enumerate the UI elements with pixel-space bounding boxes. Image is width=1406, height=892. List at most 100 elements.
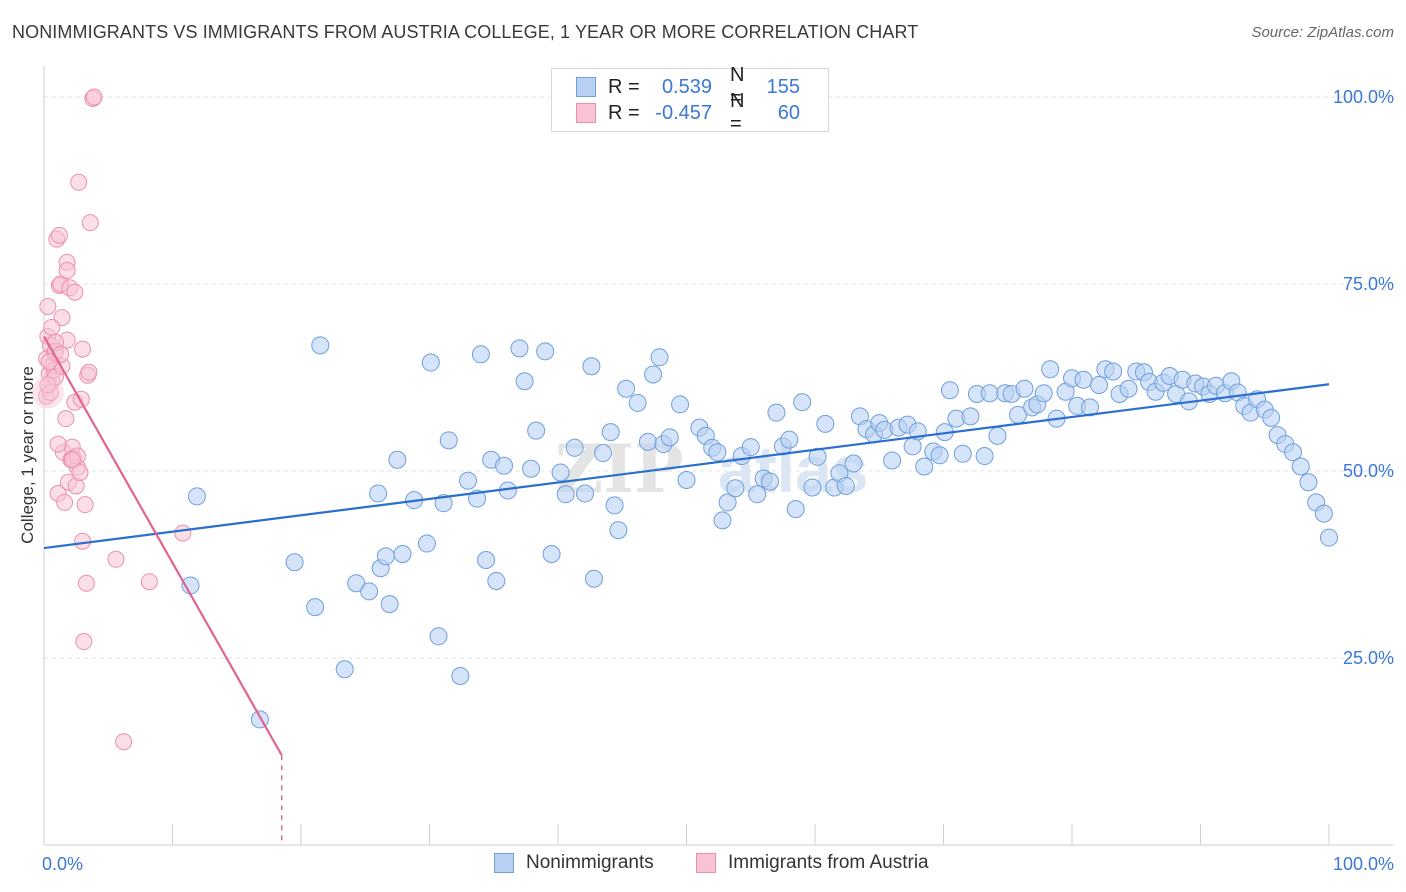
- data-point-nonimmigrants: [1119, 379, 1138, 398]
- data-point-nonimmigrants: [644, 365, 663, 384]
- data-point-nonimmigrants: [393, 545, 412, 564]
- data-point-nonimmigrants: [786, 500, 805, 519]
- data-point-nonimmigrants: [601, 423, 620, 442]
- data-point-nonimmigrants: [816, 414, 835, 433]
- data-point-nonimmigrants: [360, 582, 379, 601]
- legend-row-nonimmigrants: R = 0.539 N = 155: [576, 64, 800, 109]
- data-point-immigrants-austria: [80, 363, 98, 381]
- data-point-nonimmigrants: [285, 553, 304, 572]
- data-point-nonimmigrants: [915, 457, 934, 476]
- data-point-immigrants-austria: [85, 88, 103, 106]
- data-point-nonimmigrants: [808, 447, 827, 466]
- legend-n-label: N =: [730, 90, 745, 135]
- data-point-immigrants-austria: [71, 463, 89, 481]
- legend-item-immigrants-austria[interactable]: Immigrants from Austria: [696, 852, 929, 874]
- data-point-immigrants-austria: [56, 493, 74, 511]
- data-point-immigrants-austria: [49, 435, 67, 453]
- data-point-nonimmigrants: [380, 595, 399, 614]
- legend-n-label: N =: [730, 64, 745, 109]
- data-point-nonimmigrants: [605, 496, 624, 515]
- data-point-nonimmigrants: [761, 472, 780, 491]
- data-point-nonimmigrants: [1320, 528, 1338, 547]
- data-point-nonimmigrants: [459, 471, 478, 490]
- legend-r-value: 0.539: [661, 75, 712, 98]
- data-point-nonimmigrants: [975, 447, 994, 466]
- data-point-nonimmigrants: [551, 463, 570, 482]
- data-point-nonimmigrants: [556, 485, 575, 504]
- data-point-nonimmigrants: [953, 444, 972, 463]
- data-point-nonimmigrants: [584, 569, 603, 588]
- data-point-nonimmigrants: [617, 379, 636, 398]
- y-tick-label: 100.0%: [1333, 87, 1394, 107]
- data-point-nonimmigrants: [1034, 384, 1053, 403]
- data-point-nonimmigrants: [903, 437, 922, 456]
- y-tick-label: 75.0%: [1343, 274, 1394, 294]
- trend-lines: [43, 335, 1330, 845]
- correlation-legend: R = 0.539 N = 155 R = -0.457 N = 60: [551, 64, 829, 135]
- legend-item-label: Immigrants from Austria: [728, 852, 929, 873]
- data-point-immigrants-austria: [43, 318, 61, 336]
- data-point-nonimmigrants: [718, 493, 737, 512]
- data-point-nonimmigrants: [677, 470, 696, 489]
- data-point-nonimmigrants: [421, 353, 440, 372]
- data-point-immigrants-austria: [76, 496, 94, 514]
- data-point-immigrants-austria: [66, 283, 84, 301]
- data-point-nonimmigrants: [708, 443, 727, 462]
- data-point-nonimmigrants: [650, 348, 669, 367]
- data-point-nonimmigrants: [451, 666, 470, 685]
- data-point-immigrants-austria: [63, 451, 81, 469]
- data-point-nonimmigrants: [471, 345, 490, 364]
- data-point-nonimmigrants: [369, 484, 388, 503]
- data-point-nonimmigrants: [335, 660, 354, 679]
- data-point-nonimmigrants: [347, 574, 366, 593]
- data-point-immigrants-austria: [39, 376, 57, 394]
- data-point-nonimmigrants: [1284, 443, 1303, 462]
- data-point-nonimmigrants: [434, 494, 453, 513]
- data-point-nonimmigrants: [527, 421, 546, 440]
- data-point-nonimmigrants: [628, 393, 647, 412]
- legend-r-label: R =: [608, 101, 640, 124]
- data-point-nonimmigrants: [793, 393, 812, 412]
- data-point-nonimmigrants: [660, 428, 679, 447]
- legend-n-value: 60: [777, 101, 800, 124]
- data-point-immigrants-austria: [50, 226, 68, 244]
- data-point-immigrants-austria: [107, 550, 125, 568]
- tick-labels: 25.0% 50.0% 75.0% 100.0% 0.0% 100.0%: [42, 87, 1394, 874]
- data-point-immigrants-austria: [174, 524, 192, 542]
- data-point-immigrants-austria: [70, 173, 88, 191]
- data-point-immigrants-austria: [75, 633, 93, 651]
- legend-swatch-pink: [576, 103, 596, 123]
- legend-swatch-blue: [576, 77, 596, 97]
- data-point-nonimmigrants: [1089, 375, 1108, 394]
- y-tick-label: 25.0%: [1343, 648, 1394, 668]
- legend-item-nonimmigrants[interactable]: Nonimmigrants: [494, 852, 654, 874]
- data-point-nonimmigrants: [582, 357, 601, 376]
- legend-n-value: 155: [766, 75, 800, 98]
- data-point-nonimmigrants: [376, 547, 395, 566]
- data-point-nonimmigrants: [311, 336, 330, 355]
- legend-item-label: Nonimmigrants: [526, 852, 654, 873]
- immigrants-austria-points: [31, 88, 192, 751]
- data-point-nonimmigrants: [495, 456, 514, 475]
- data-point-nonimmigrants: [388, 450, 407, 469]
- data-point-nonimmigrants: [1299, 473, 1318, 492]
- data-point-immigrants-austria: [140, 573, 158, 591]
- x-tick-label: 100.0%: [1333, 854, 1394, 874]
- data-point-nonimmigrants: [780, 430, 799, 449]
- data-point-nonimmigrants: [1314, 504, 1333, 523]
- data-point-nonimmigrants: [930, 446, 949, 465]
- data-point-nonimmigrants: [1262, 408, 1281, 427]
- data-point-immigrants-austria: [40, 353, 58, 371]
- data-point-immigrants-austria: [57, 410, 75, 428]
- axes: [43, 66, 1394, 846]
- trend-line-immigrants-austria: [43, 335, 283, 756]
- data-point-nonimmigrants: [429, 627, 448, 646]
- data-point-nonimmigrants: [1074, 370, 1093, 389]
- data-point-immigrants-austria: [74, 340, 92, 358]
- data-point-nonimmigrants: [883, 451, 902, 470]
- legend-row-immigrants-austria: R = -0.457 N = 60: [576, 90, 800, 135]
- data-point-immigrants-austria-cluster: [31, 376, 64, 409]
- data-point-nonimmigrants: [671, 395, 690, 414]
- data-point-nonimmigrants: [1291, 457, 1310, 476]
